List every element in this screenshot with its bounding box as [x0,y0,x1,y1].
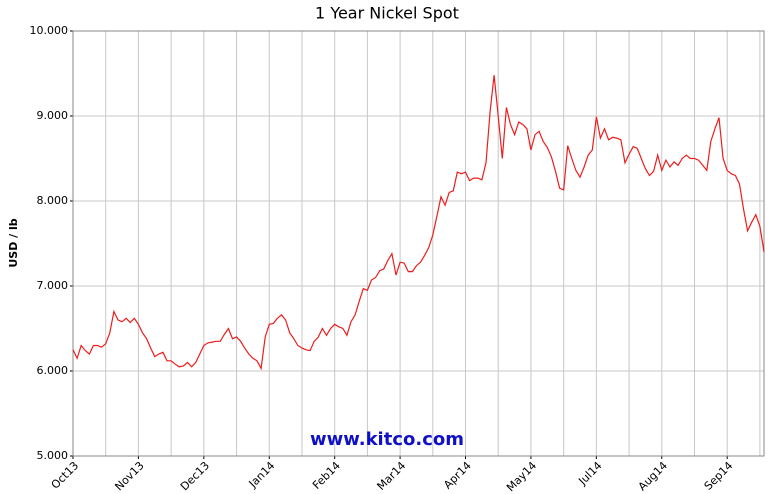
series-line [72,75,765,371]
y-tick-label: 9.000 [37,109,69,122]
y-tick-label: 6.000 [37,364,69,377]
y-tick-label: 10.000 [30,24,69,37]
y-axis-label: USD / lb [7,218,20,267]
plot-border [72,30,765,457]
y-tick-label: 7.000 [37,279,69,292]
watermark: www.kitco.com [310,429,464,450]
chart-title: 1 Year Nickel Spot [315,4,459,23]
y-tick-label: 5.000 [37,449,69,462]
y-tick-label: 8.000 [37,194,69,207]
